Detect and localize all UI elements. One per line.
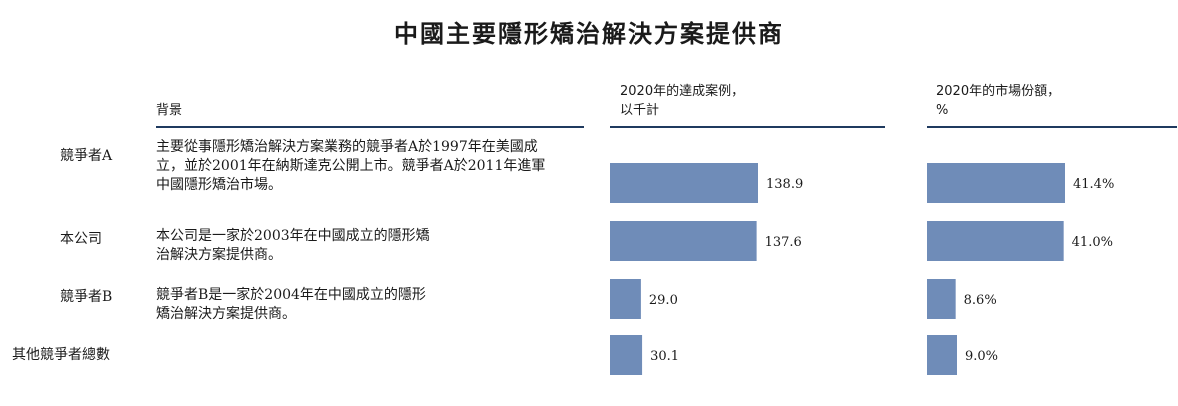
bar-label-cases-0: 138.9	[766, 177, 803, 192]
bar-label-share-2: 8.6%	[964, 293, 997, 308]
bar-share-2	[927, 279, 956, 319]
page-title: 中國主要隱形矯治解決方案提供商	[394, 19, 784, 48]
bar-share-0	[927, 163, 1065, 203]
bar-label-share-3: 9.0%	[965, 349, 998, 364]
row-desc-company: 本公司是一家於2003年在中國成立的隱形矯 治解決方案提供商。	[156, 228, 430, 263]
bar-cases-2	[610, 279, 641, 319]
bar-label-share-0: 41.4%	[1073, 177, 1114, 192]
row-desc-competitor-b: 競爭者B是一家於2004年在中國成立的隱形 矯治解決方案提供商。	[156, 287, 426, 322]
header-background: 背景	[156, 103, 183, 118]
bar-label-cases-2: 29.0	[649, 293, 678, 308]
bar-share-1	[927, 221, 1064, 261]
row-desc-competitor-a: 主要從事隱形矯治解決方案業務的競爭者A於1997年在美國成 立，並於2001年在…	[156, 139, 546, 193]
bar-share-3	[927, 335, 957, 375]
row-label-company: 本公司	[60, 231, 102, 247]
row-label-competitor-a: 競爭者A	[60, 148, 113, 164]
bar-cases-3	[610, 335, 643, 375]
row-label-others: 其他競爭者總數	[12, 347, 110, 363]
bar-cases-1	[610, 221, 757, 261]
header-rule-cases	[610, 126, 885, 128]
bar-cases-0	[610, 163, 758, 203]
bar-label-share-1: 41.0%	[1072, 235, 1113, 250]
header-rule-share	[927, 126, 1177, 128]
row-label-competitor-b: 競爭者B	[60, 289, 113, 305]
bar-label-cases-3: 30.1	[650, 349, 679, 364]
header-rule-background	[156, 126, 584, 128]
header-share: 2020年的市場份額， %	[936, 84, 1061, 118]
bar-label-cases-1: 137.6	[765, 235, 802, 250]
header-cases: 2020年的達成案例， 以千計	[620, 84, 745, 118]
